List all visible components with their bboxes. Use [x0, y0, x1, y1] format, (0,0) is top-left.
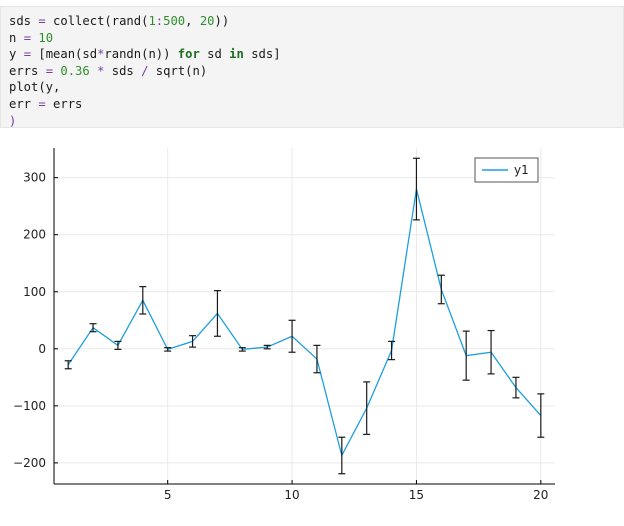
code-token: *: [97, 47, 105, 62]
y-tick-label: 300: [23, 171, 46, 185]
legend: y1: [474, 157, 539, 183]
code-editor[interactable]: sds = collect(rand(1:500, 20)) n = 10 y = …: [9, 13, 623, 129]
code-token: 0.36: [60, 63, 90, 78]
code-token: for: [177, 47, 200, 62]
code-line: y = [mean(sd*randn(n)) for sd in sds]: [9, 46, 623, 63]
code-token: 500: [163, 14, 186, 28]
code-line: ): [9, 113, 623, 130]
code-line: err = errs: [9, 96, 623, 113]
x-tick-label: 20: [533, 488, 548, 502]
error-bar: [388, 340, 396, 361]
code-token: sds: [104, 63, 142, 78]
grid-lines: [54, 148, 555, 484]
code-token: sqrt(n): [148, 63, 208, 78]
code-token: =: [23, 30, 32, 45]
y-tick-label: −200: [13, 456, 46, 470]
code-token: err: [9, 96, 39, 111]
code-token: 20: [199, 14, 215, 28]
error-bar: [363, 381, 371, 435]
x-tick-label: 15: [409, 488, 424, 502]
error-bar: [189, 335, 197, 348]
code-token: ,: [185, 14, 200, 28]
error-bar: [164, 347, 172, 352]
plot-axes: [53, 148, 555, 485]
error-bar: [437, 274, 445, 305]
code-token: =: [38, 96, 46, 111]
errorbar-line-chart: 5 10 15 20 −200 −100 0 100 200 300 y1: [13, 148, 555, 502]
code-token: randn(n)): [104, 47, 178, 62]
code-token: errs: [9, 63, 46, 78]
code-token: errs: [45, 96, 83, 111]
y-tick-label: 200: [23, 228, 46, 242]
code-token: ): [9, 113, 17, 128]
code-token: /: [141, 63, 149, 78]
code-token: n: [9, 30, 24, 45]
error-bar: [64, 360, 72, 370]
code-token: =: [38, 14, 46, 28]
code-line: n = 10: [9, 30, 623, 47]
code-line: plot(y,: [9, 79, 623, 96]
error-bar: [487, 329, 495, 375]
code-token: y: [9, 47, 24, 62]
code-token: [mean(sd: [31, 47, 98, 62]
code-token: sds]: [243, 47, 281, 62]
error-bar: [412, 157, 420, 221]
error-bar: [512, 376, 520, 399]
code-line: sds = collect(rand(1:500, 20)): [9, 13, 623, 30]
code-line: errs = 0.36 * sds / sqrt(n): [9, 63, 623, 80]
code-cell[interactable]: sds = collect(rand(1:500, 20)) n = 10 y = …: [0, 6, 624, 128]
code-token: =: [23, 47, 32, 62]
y-tick-label: 0: [38, 342, 46, 356]
code-token: 1: [148, 14, 156, 28]
code-token: =: [45, 63, 54, 78]
series-layer: [67, 188, 542, 458]
code-token: 10: [38, 30, 54, 45]
code-token: collect(rand(: [45, 14, 149, 28]
error-bar: [313, 344, 321, 374]
code-token: sd: [199, 47, 230, 62]
error-bar: [114, 340, 122, 350]
error-bar: [89, 323, 97, 333]
code-token: plot(y,: [9, 80, 61, 95]
code-token: :: [155, 14, 164, 28]
y-tick-label: −100: [13, 399, 46, 413]
error-bar: [139, 286, 147, 315]
error-bar: [338, 436, 346, 475]
tick-labels: 5 10 15 20 −200 −100 0 100 200 300: [13, 171, 548, 502]
x-tick-label: 10: [284, 488, 299, 502]
code-token: [90, 64, 97, 78]
error-bar: [213, 290, 221, 337]
series-line-y1: [67, 188, 542, 458]
error-bar: [238, 347, 246, 352]
error-bar: [263, 344, 271, 350]
code-token: )): [214, 14, 230, 28]
code-token: *: [97, 63, 105, 78]
error-bar: [288, 319, 296, 353]
error-bar: [462, 330, 470, 381]
y-tick-label: 100: [23, 285, 46, 299]
error-bar: [537, 393, 545, 438]
code-token: in: [229, 47, 244, 62]
x-tick-label: 5: [164, 488, 172, 502]
code-token: sds: [9, 14, 39, 28]
error-bars: [64, 157, 545, 475]
legend-label: y1: [514, 163, 529, 177]
